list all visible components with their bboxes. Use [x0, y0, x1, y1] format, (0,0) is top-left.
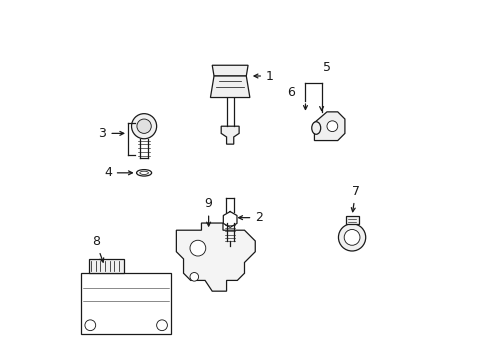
Circle shape [338, 224, 365, 251]
Circle shape [85, 320, 96, 330]
Circle shape [344, 229, 359, 245]
Text: 5: 5 [322, 61, 330, 74]
FancyBboxPatch shape [81, 273, 171, 334]
Ellipse shape [140, 171, 148, 175]
Circle shape [156, 320, 167, 330]
Text: 7: 7 [350, 185, 359, 212]
Text: 1: 1 [254, 69, 273, 82]
Text: 6: 6 [286, 86, 294, 99]
Polygon shape [212, 65, 247, 76]
Polygon shape [314, 112, 344, 140]
Circle shape [137, 119, 151, 134]
FancyBboxPatch shape [88, 259, 124, 273]
Polygon shape [221, 126, 239, 144]
FancyBboxPatch shape [345, 216, 358, 224]
Polygon shape [210, 76, 249, 98]
Text: 4: 4 [104, 166, 132, 179]
Ellipse shape [136, 170, 151, 176]
Text: 2: 2 [238, 211, 263, 224]
Polygon shape [176, 223, 255, 291]
Circle shape [190, 273, 198, 281]
Circle shape [326, 121, 337, 132]
Text: 3: 3 [99, 127, 123, 140]
Circle shape [190, 240, 205, 256]
Ellipse shape [311, 122, 320, 134]
Text: 8: 8 [91, 235, 103, 262]
Circle shape [131, 114, 156, 139]
Text: 9: 9 [204, 198, 212, 226]
